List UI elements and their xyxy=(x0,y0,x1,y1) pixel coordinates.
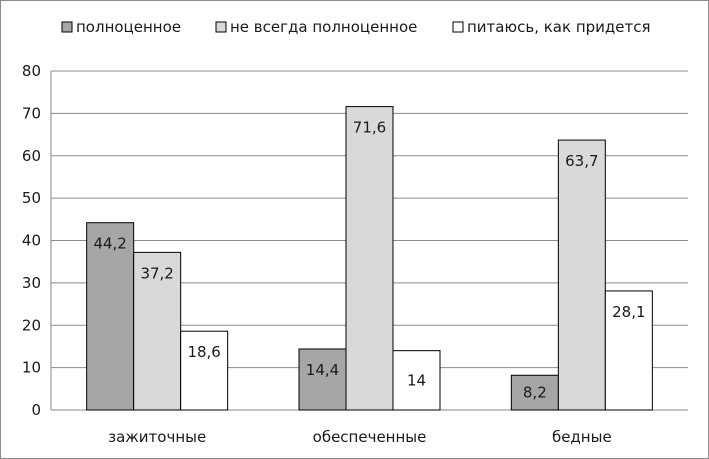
bar xyxy=(392,350,441,411)
data-label: 44,2 xyxy=(93,235,126,253)
y-tick-label: 40 xyxy=(22,232,41,250)
y-tick-label: 80 xyxy=(22,62,41,80)
data-labels: 44,2 37,2 18,6 14,4 71,6 14 8,2 63,7 28,1 xyxy=(93,119,645,402)
y-tick-label: 70 xyxy=(22,104,41,122)
data-label: 8,2 xyxy=(523,384,547,402)
data-label: 14,4 xyxy=(306,361,339,379)
data-label: 28,1 xyxy=(612,303,645,321)
y-tick-label: 20 xyxy=(22,316,41,334)
x-tick-label: обеспеченные xyxy=(313,428,427,446)
y-tick-label: 0 xyxy=(31,401,41,419)
data-label: 37,2 xyxy=(140,264,173,282)
bar xyxy=(557,139,606,411)
bar xyxy=(86,222,135,411)
x-tick-label: зажиточные xyxy=(108,428,206,446)
data-label: 71,6 xyxy=(353,119,386,137)
data-label: 18,6 xyxy=(187,343,220,361)
data-label: 63,7 xyxy=(565,152,598,170)
legend-label: полноценное xyxy=(76,18,181,36)
y-tick-label: 30 xyxy=(22,274,41,292)
legend-label: не всегда полноценное xyxy=(230,18,417,36)
legend: полноценное не всегда полноценное питаюсь,… xyxy=(61,18,651,36)
y-tick-label: 10 xyxy=(22,359,41,377)
legend-swatch xyxy=(452,21,464,33)
legend-label: питаюсь, как придется xyxy=(467,18,651,36)
data-label: 14 xyxy=(407,371,426,389)
bar xyxy=(345,106,394,411)
y-tick-label: 60 xyxy=(22,147,41,165)
x-tick-label: бедные xyxy=(552,428,612,446)
bar xyxy=(604,290,653,411)
bar xyxy=(298,348,347,411)
bars xyxy=(86,106,653,411)
legend-swatch xyxy=(61,21,73,33)
bar xyxy=(180,330,229,411)
legend-swatch xyxy=(215,21,227,33)
y-tick-label: 50 xyxy=(22,189,41,207)
